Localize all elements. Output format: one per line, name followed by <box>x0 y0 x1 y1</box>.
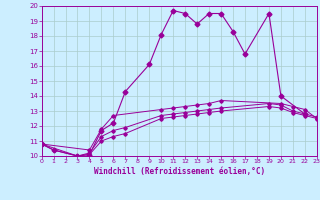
X-axis label: Windchill (Refroidissement éolien,°C): Windchill (Refroidissement éolien,°C) <box>94 167 265 176</box>
